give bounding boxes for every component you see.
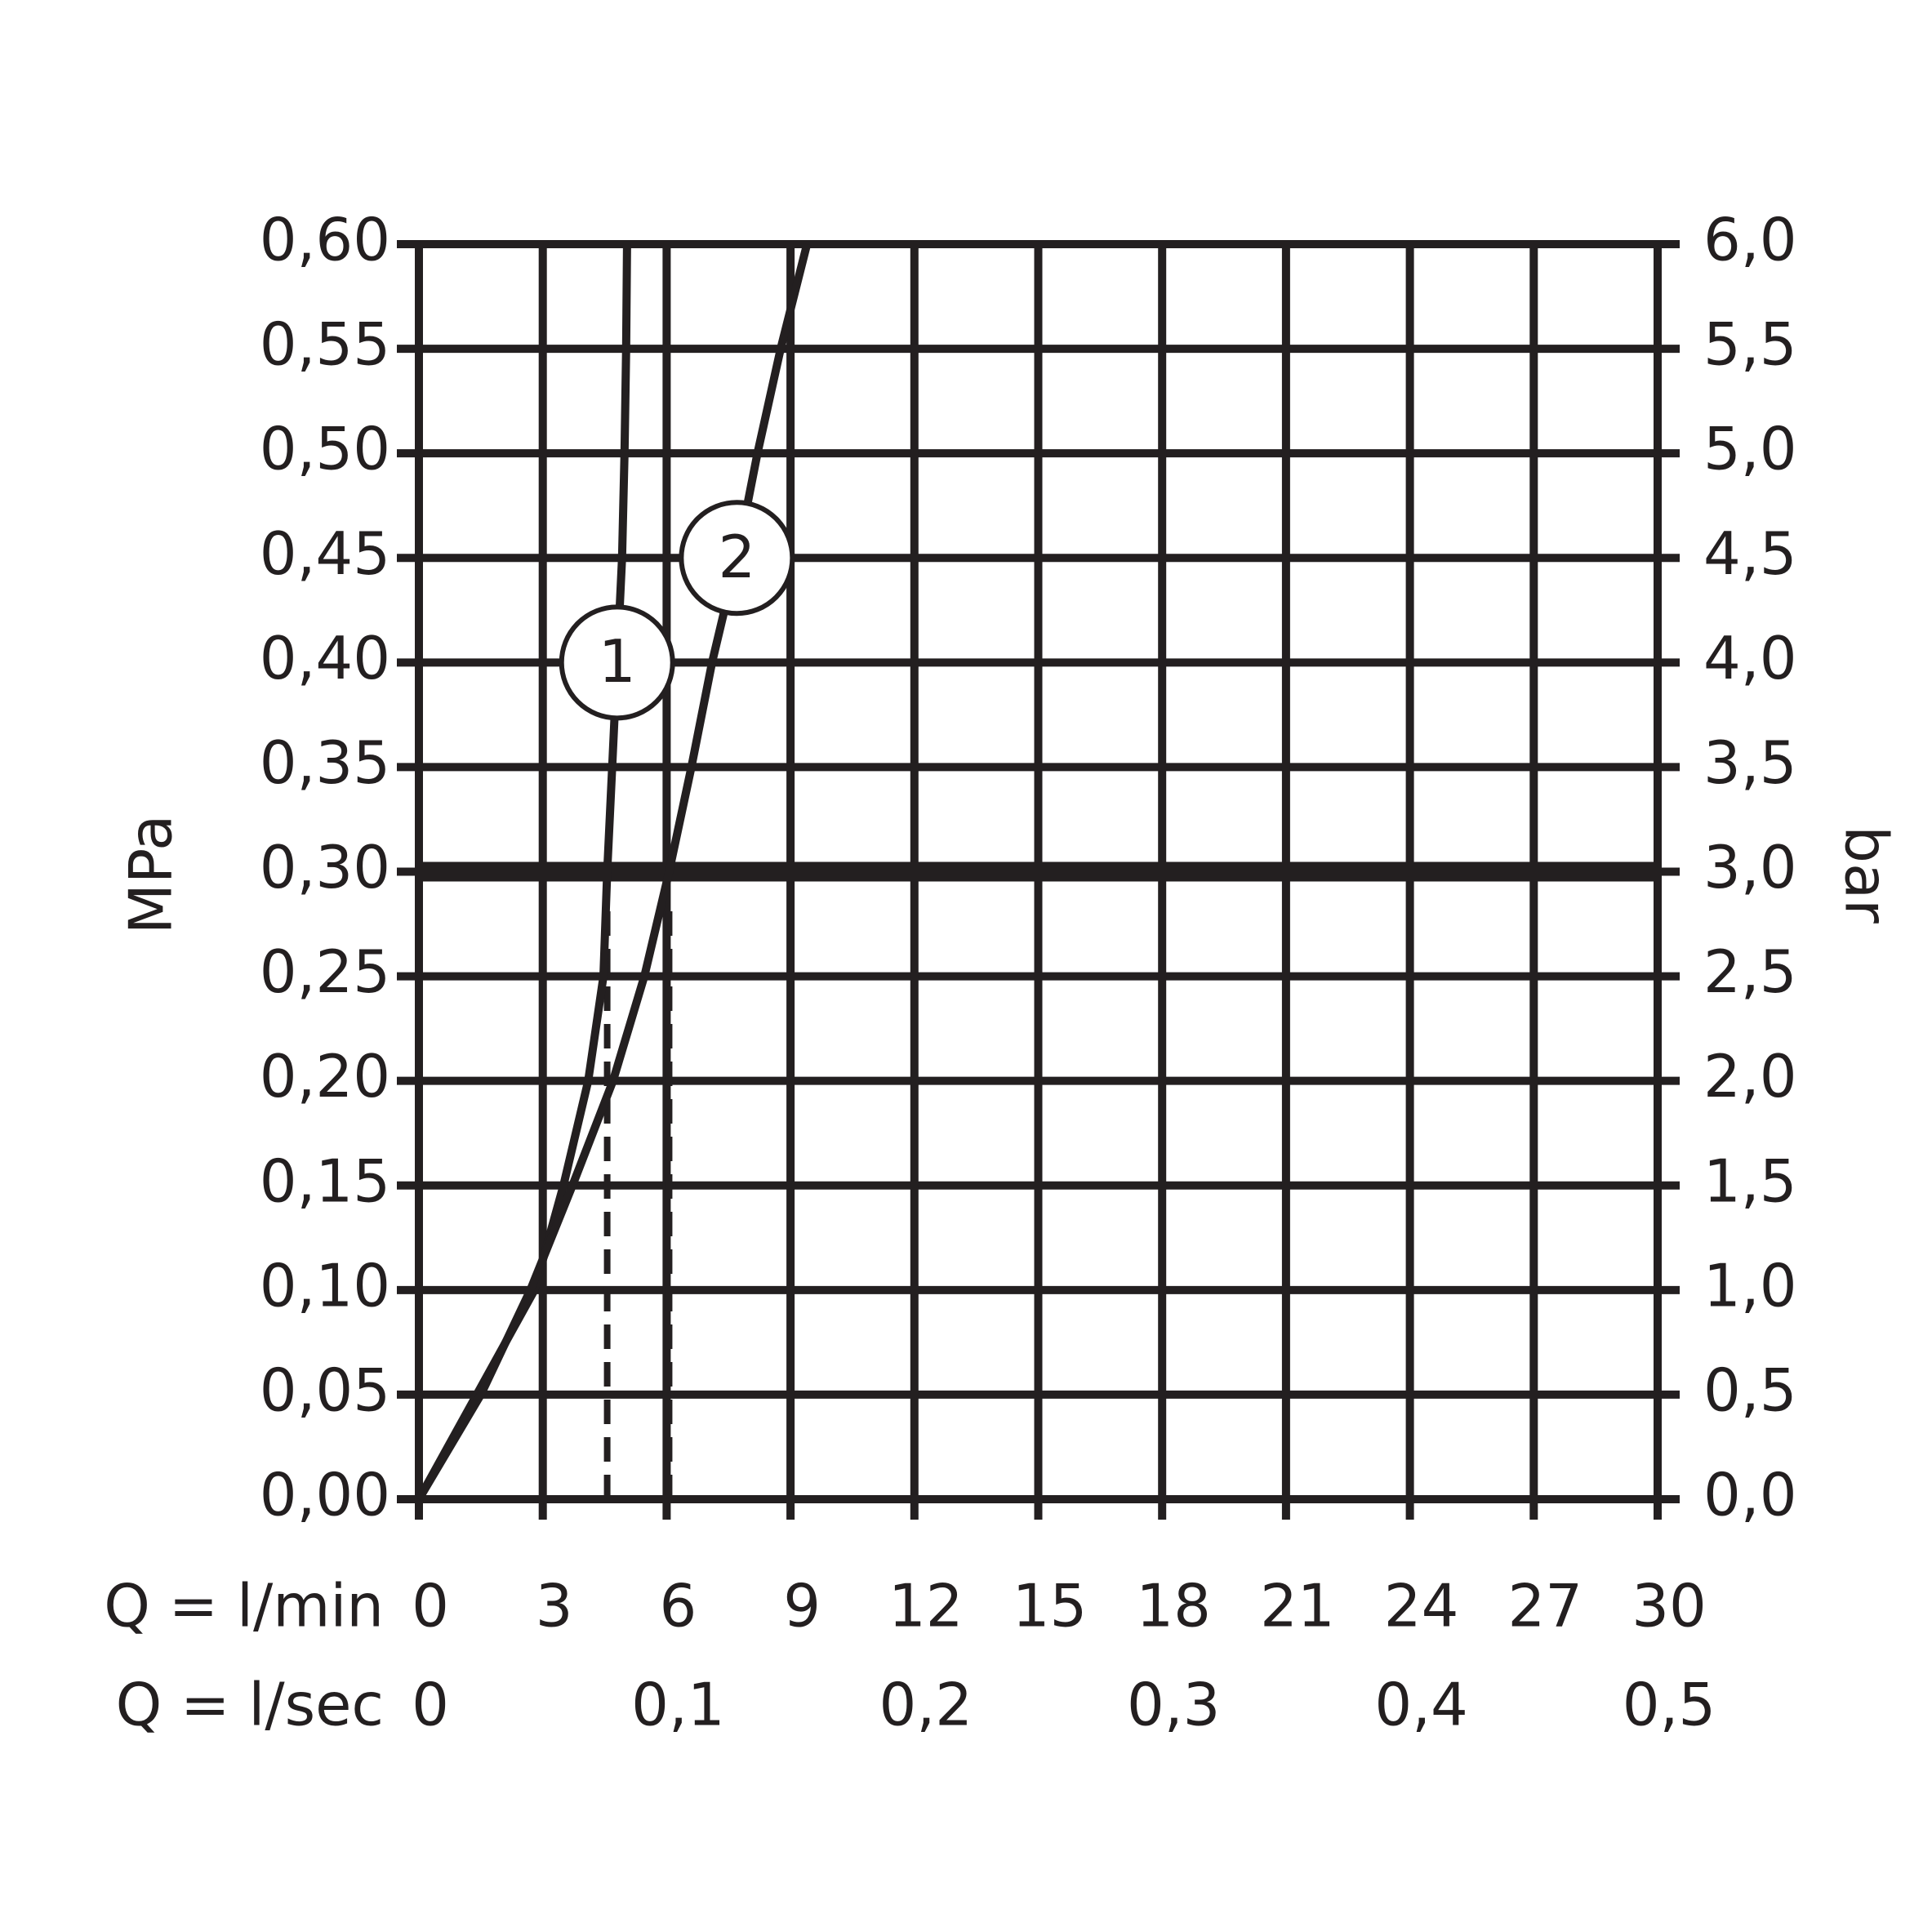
y2-tick-label: 1,5 (1703, 1146, 1797, 1215)
x-tick-label: 6 (659, 1572, 697, 1640)
y-tick-label: 0,10 (260, 1251, 390, 1320)
y2-axis-label: bar (1832, 826, 1900, 924)
y2-tick-label: 2,5 (1703, 937, 1797, 1006)
y-tick-label: 0,35 (260, 728, 390, 797)
x2-tick-label: 0,3 (1127, 1671, 1221, 1739)
y-tick-label: 0,15 (260, 1146, 390, 1215)
x-tick-label: 30 (1632, 1572, 1707, 1640)
y-tick-label: 0,45 (260, 519, 390, 588)
y-tick-label: 0,05 (260, 1356, 390, 1424)
x2-tick-label: 0,5 (1623, 1671, 1716, 1739)
y2-tick-label: 0,5 (1703, 1356, 1797, 1424)
y-tick-label: 0,55 (260, 310, 390, 379)
y2-tick-label: 4,5 (1703, 519, 1797, 588)
y2-tick-label: 0,0 (1703, 1461, 1797, 1529)
y2-tick-label: 5,0 (1703, 415, 1797, 483)
series-label: 2 (718, 523, 755, 591)
y2-tick-label: 2,0 (1703, 1042, 1797, 1111)
y2-tick-label: 6,0 (1703, 206, 1797, 274)
x2-axis-label: Q = l/sec (116, 1671, 384, 1739)
y2-tick-label: 4,0 (1703, 624, 1797, 692)
x-tick-label: 27 (1507, 1572, 1583, 1640)
series-label-circle (679, 500, 795, 617)
series-label-circle (559, 604, 675, 721)
x2-tick-label: 0,2 (879, 1671, 973, 1739)
x-tick-label: 24 (1384, 1572, 1459, 1640)
x-tick-label: 15 (1013, 1572, 1088, 1640)
y-tick-label: 0,20 (260, 1042, 390, 1111)
x2-tick-label: 0,4 (1374, 1671, 1468, 1739)
y2-tick-label: 3,0 (1703, 833, 1797, 901)
x-axis-label: Q = l/min (104, 1572, 384, 1640)
y2-tick-label: 1,0 (1703, 1251, 1797, 1320)
y-axis-label: MPa (117, 815, 185, 934)
y-tick-label: 0,40 (260, 624, 390, 692)
x-tick-label: 18 (1136, 1572, 1211, 1640)
y-tick-label: 0,25 (260, 937, 390, 1006)
x2-tick-label: 0,1 (631, 1671, 725, 1739)
y2-tick-label: 5,5 (1703, 310, 1797, 379)
y-tick-label: 0,00 (260, 1461, 390, 1529)
x-tick-label: 21 (1260, 1572, 1335, 1640)
y-tick-label: 0,30 (260, 833, 390, 901)
x-tick-label: 12 (888, 1572, 964, 1640)
y-tick-label: 0,60 (260, 206, 390, 274)
x-tick-label: 3 (536, 1572, 573, 1640)
plot-frame (415, 240, 1662, 1503)
y2-tick-label: 3,5 (1703, 728, 1797, 797)
series-label: 1 (599, 627, 636, 696)
x-tick-label: 0 (412, 1572, 449, 1640)
x2-tick-label: 0 (412, 1671, 449, 1739)
x-tick-label: 9 (783, 1572, 821, 1640)
series-line (415, 243, 812, 1502)
y-tick-label: 0,50 (260, 415, 390, 483)
